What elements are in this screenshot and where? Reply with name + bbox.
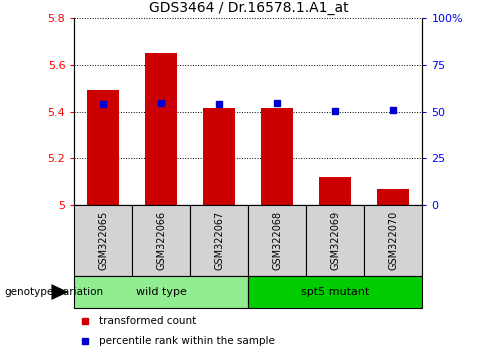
Bar bbox=[262, 108, 293, 205]
Bar bbox=[87, 90, 120, 205]
Bar bbox=[249, 276, 422, 308]
Bar bbox=[364, 205, 422, 276]
Title: GDS3464 / Dr.16578.1.A1_at: GDS3464 / Dr.16578.1.A1_at bbox=[149, 1, 348, 15]
Bar bbox=[74, 205, 132, 276]
Bar bbox=[74, 276, 249, 308]
Bar bbox=[377, 189, 409, 205]
Text: transformed count: transformed count bbox=[99, 316, 196, 326]
Text: GSM322065: GSM322065 bbox=[98, 211, 108, 270]
Text: GSM322067: GSM322067 bbox=[215, 211, 225, 270]
Text: GSM322068: GSM322068 bbox=[272, 211, 282, 270]
Text: genotype/variation: genotype/variation bbox=[5, 287, 104, 297]
Text: GSM322070: GSM322070 bbox=[388, 211, 398, 270]
Text: percentile rank within the sample: percentile rank within the sample bbox=[99, 336, 275, 346]
Text: GSM322066: GSM322066 bbox=[156, 211, 167, 270]
Bar bbox=[145, 53, 177, 205]
Text: GSM322069: GSM322069 bbox=[330, 211, 340, 270]
Bar bbox=[191, 205, 249, 276]
Bar bbox=[306, 205, 364, 276]
Bar bbox=[249, 205, 306, 276]
Bar bbox=[132, 205, 191, 276]
Polygon shape bbox=[51, 284, 68, 300]
Text: spt5 mutant: spt5 mutant bbox=[301, 287, 370, 297]
Bar bbox=[320, 177, 351, 205]
Bar bbox=[204, 108, 235, 205]
Text: wild type: wild type bbox=[136, 287, 187, 297]
